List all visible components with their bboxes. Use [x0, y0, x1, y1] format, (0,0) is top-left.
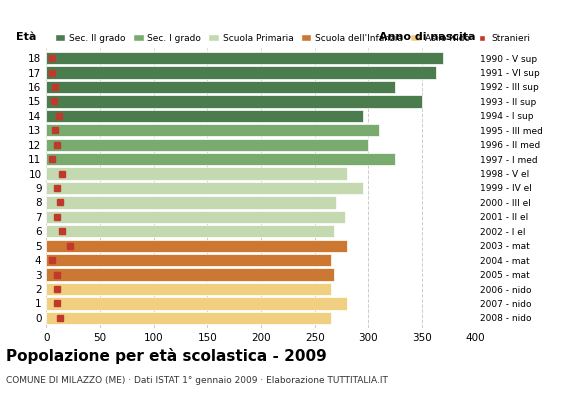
Bar — [46, 268, 334, 281]
Text: COMUNE DI MILAZZO (ME) · Dati ISTAT 1° gennaio 2009 · Elaborazione TUTTITALIA.IT: COMUNE DI MILAZZO (ME) · Dati ISTAT 1° g… — [6, 376, 387, 385]
Bar — [46, 124, 379, 136]
Bar — [46, 110, 363, 122]
Legend: Sec. II grado, Sec. I grado, Scuola Primaria, Scuola dell'Infanzia, Asilo Nido, : Sec. II grado, Sec. I grado, Scuola Prim… — [51, 30, 534, 46]
Bar — [46, 138, 368, 151]
Bar — [46, 52, 443, 64]
Bar — [46, 297, 347, 310]
Bar — [46, 95, 422, 108]
Bar — [46, 211, 345, 223]
Bar — [46, 225, 334, 238]
Bar — [46, 66, 436, 79]
Bar — [46, 196, 336, 208]
Bar — [46, 283, 331, 295]
Bar — [46, 81, 395, 93]
Bar — [46, 153, 395, 165]
Text: Popolazione per età scolastica - 2009: Popolazione per età scolastica - 2009 — [6, 348, 327, 364]
Bar — [46, 312, 331, 324]
Bar — [46, 240, 347, 252]
Bar — [46, 182, 363, 194]
Bar — [46, 168, 347, 180]
Text: Età: Età — [16, 32, 37, 42]
Text: Anno di nascita: Anno di nascita — [379, 32, 476, 42]
Bar — [46, 254, 331, 266]
